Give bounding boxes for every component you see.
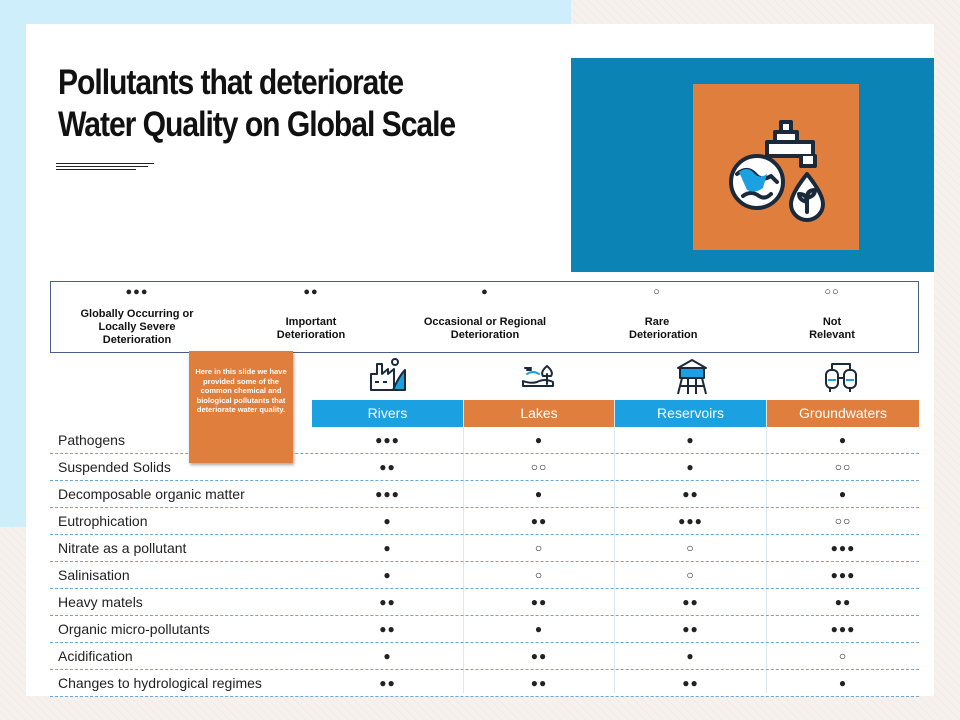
cell-rivers: ●● <box>379 460 396 474</box>
cell-rivers: ● <box>383 568 392 582</box>
cell-lakes: ○ <box>534 568 544 582</box>
cell-reservoirs: ○ <box>686 568 695 582</box>
legend-label: Important Deterioration <box>276 316 346 341</box>
title-underline-decoration <box>56 163 154 172</box>
legend-item-important: ●● Important Deterioration <box>251 282 371 354</box>
cell-groundwaters: ●● <box>834 595 852 609</box>
column-header-lakes: Lakes <box>464 400 614 427</box>
cell-reservoirs: ●● <box>682 622 699 636</box>
legend-item-rare: ○ Rare Deterioration <box>599 282 715 354</box>
cell-lakes: ●● <box>530 595 548 609</box>
legend-label: Globally Occurring or Locally Severe Det… <box>80 308 194 346</box>
column-divider <box>614 400 615 693</box>
cell-lakes: ● <box>534 487 544 501</box>
cell-reservoirs: ● <box>686 433 695 447</box>
column-header-rivers: Rivers <box>312 400 463 427</box>
cell-lakes: ● <box>534 433 544 447</box>
column-header-groundwaters: Groundwaters <box>767 400 919 427</box>
cell-reservoirs: ●● <box>682 487 699 501</box>
cell-reservoirs: ● <box>686 460 695 474</box>
legend-symbol: ○○ <box>824 286 840 298</box>
cell-reservoirs: ●●● <box>678 514 703 528</box>
legend-symbol: ● <box>481 286 489 298</box>
row-label: Decomposable organic matter <box>58 486 245 502</box>
cell-groundwaters: ● <box>838 487 848 501</box>
cell-lakes: ○○ <box>530 460 548 474</box>
table-row-organic-micro-pollutants: Organic micro-pollutants ●● ● ●● ●●● <box>50 616 919 643</box>
row-label: Acidification <box>58 648 133 664</box>
cell-lakes: ●● <box>530 676 548 690</box>
cell-reservoirs: ● <box>686 649 695 663</box>
groundwater-tanks-icon <box>825 363 857 392</box>
row-label: Changes to hydrological regimes <box>58 675 262 691</box>
globe-tap-water-drop-icon <box>729 120 825 222</box>
title-line-1: Pollutants that deteriorate <box>58 63 404 102</box>
legend-symbol: ●●● <box>125 286 149 298</box>
legend-label: Not Relevant <box>809 316 855 341</box>
cell-rivers: ●● <box>379 595 396 609</box>
table-row-suspended-solids: Suspended Solids ●● ○○ ● ○○ <box>50 454 919 481</box>
table-row-decomposable-organic-matter: Decomposable organic matter ●●● ● ●● ● <box>50 481 919 508</box>
row-label: Eutrophication <box>58 513 148 529</box>
cell-groundwaters: ●●● <box>830 568 856 582</box>
lake-tree-icon <box>522 365 554 387</box>
legend-label: Occasional or Regional Deterioration <box>423 316 547 341</box>
cell-lakes: ●● <box>530 514 548 528</box>
cell-groundwaters: ○○ <box>834 460 852 474</box>
legend-symbol: ●● <box>303 286 319 298</box>
cell-rivers: ●● <box>379 676 396 690</box>
cell-rivers: ● <box>383 514 392 528</box>
legend-label: Rare Deterioration <box>629 316 698 341</box>
cell-lakes: ● <box>534 622 544 636</box>
row-label: Salinisation <box>58 567 130 583</box>
table-row-nitrate: Nitrate as a pollutant ● ○ ○ ●●● <box>50 535 919 562</box>
cell-rivers: ●●● <box>375 433 400 447</box>
cell-groundwaters: ○○ <box>834 514 852 528</box>
cell-rivers: ● <box>383 541 392 555</box>
cell-lakes: ●● <box>530 649 548 663</box>
row-label: Organic micro-pollutants <box>58 621 210 637</box>
cell-rivers: ●● <box>379 622 396 636</box>
legend-item-severe: ●●● Globally Occurring or Locally Severe… <box>51 282 223 354</box>
river-factory-icon <box>370 358 406 391</box>
row-label: Pathogens <box>58 432 125 448</box>
cell-reservoirs: ●● <box>682 676 699 690</box>
cell-groundwaters: ● <box>838 676 848 690</box>
cell-groundwaters: ●●● <box>830 541 856 555</box>
callout-note: Here in this slide we have provided some… <box>189 351 293 463</box>
cell-reservoirs: ●● <box>682 595 699 609</box>
table-row-eutrophication: Eutrophication ● ●● ●●● ○○ <box>50 508 919 535</box>
table-row-hydrological-regimes: Changes to hydrological regimes ●● ●● ●●… <box>50 670 919 697</box>
cell-lakes: ○ <box>534 541 544 555</box>
legend-item-occasional: ● Occasional or Regional Deterioration <box>397 282 573 354</box>
table-row-acidification: Acidification ● ●● ● ○ <box>50 643 919 670</box>
row-label: Heavy matels <box>58 594 143 610</box>
table-row-heavy-metals: Heavy matels ●● ●● ●● ●● <box>50 589 919 616</box>
legend-symbol: ○ <box>653 286 661 298</box>
column-divider <box>463 400 464 693</box>
title-line-2: Water Quality on Global Scale <box>58 105 456 144</box>
cell-groundwaters: ○ <box>838 649 848 663</box>
row-label: Nitrate as a pollutant <box>58 540 187 556</box>
column-divider <box>766 400 767 693</box>
column-header-reservoirs: Reservoirs <box>615 400 766 427</box>
row-label: Suspended Solids <box>58 459 171 475</box>
slide-title: Pollutants that deteriorate Water Qualit… <box>58 62 471 146</box>
table-row-salinisation: Salinisation ● ○ ○ ●●● <box>50 562 919 589</box>
legend-box: ●●● Globally Occurring or Locally Severe… <box>50 281 919 353</box>
cell-groundwaters: ●●● <box>830 622 856 636</box>
cell-rivers: ●●● <box>375 487 400 501</box>
cell-rivers: ● <box>383 649 392 663</box>
water-tower-icon <box>677 359 707 395</box>
cell-groundwaters: ● <box>838 433 848 447</box>
table-row-pathogens: Pathogens ●●● ● ● ● <box>50 427 919 454</box>
cell-reservoirs: ○ <box>686 541 695 555</box>
legend-item-not-relevant: ○○ Not Relevant <box>791 282 873 354</box>
